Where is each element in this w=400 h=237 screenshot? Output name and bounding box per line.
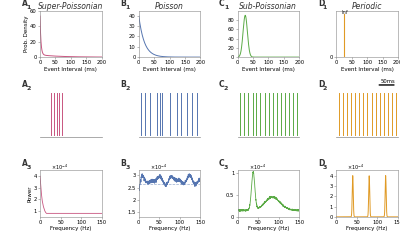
Text: 1: 1 xyxy=(26,5,31,10)
X-axis label: Frequency (Hz): Frequency (Hz) xyxy=(248,226,289,232)
Text: C: C xyxy=(219,159,225,168)
Title: Periodic: Periodic xyxy=(352,2,382,11)
Text: B: B xyxy=(120,0,126,8)
Text: 3: 3 xyxy=(323,165,327,170)
Text: 1: 1 xyxy=(125,5,130,10)
Text: 2: 2 xyxy=(26,86,31,91)
Title: Sub-Poissonian: Sub-Poissonian xyxy=(240,2,297,11)
Text: $\times10^{-4}$: $\times10^{-4}$ xyxy=(347,163,364,172)
Title: Poisson: Poisson xyxy=(155,2,184,11)
X-axis label: Frequency (Hz): Frequency (Hz) xyxy=(346,226,388,232)
Text: D: D xyxy=(318,80,324,89)
Text: B: B xyxy=(120,80,126,89)
Text: B: B xyxy=(120,159,126,168)
X-axis label: Event Interval (ms): Event Interval (ms) xyxy=(143,67,196,72)
Text: A: A xyxy=(22,159,27,168)
Text: A: A xyxy=(22,0,27,8)
Y-axis label: Power: Power xyxy=(27,185,32,202)
X-axis label: Event Interval (ms): Event Interval (ms) xyxy=(44,67,97,72)
Text: 2: 2 xyxy=(224,86,228,91)
X-axis label: Frequency (Hz): Frequency (Hz) xyxy=(50,226,92,232)
Text: A: A xyxy=(22,80,27,89)
X-axis label: Event Interval (ms): Event Interval (ms) xyxy=(242,67,295,72)
Text: 3: 3 xyxy=(224,165,228,170)
Text: D: D xyxy=(318,0,324,8)
Text: Inf: Inf xyxy=(342,10,348,15)
Y-axis label: Prob. Density: Prob. Density xyxy=(24,16,29,52)
Text: $\times10^{-4}$: $\times10^{-4}$ xyxy=(249,163,266,172)
Text: 2: 2 xyxy=(323,86,327,91)
Text: 2: 2 xyxy=(125,86,130,91)
Text: 3: 3 xyxy=(26,165,31,170)
Text: $\times10^{-4}$: $\times10^{-4}$ xyxy=(51,163,68,172)
Text: C: C xyxy=(219,0,225,8)
Text: C: C xyxy=(219,80,225,89)
X-axis label: Frequency (Hz): Frequency (Hz) xyxy=(149,226,190,232)
Text: D: D xyxy=(318,159,324,168)
Text: $\times10^{-4}$: $\times10^{-4}$ xyxy=(150,163,167,172)
Title: Super-Poissonian: Super-Poissonian xyxy=(38,2,104,11)
Text: 1: 1 xyxy=(224,5,228,10)
X-axis label: Event Interval (ms): Event Interval (ms) xyxy=(341,67,394,72)
Text: 50ms: 50ms xyxy=(381,79,396,84)
Text: 1: 1 xyxy=(323,5,327,10)
Text: 3: 3 xyxy=(125,165,130,170)
